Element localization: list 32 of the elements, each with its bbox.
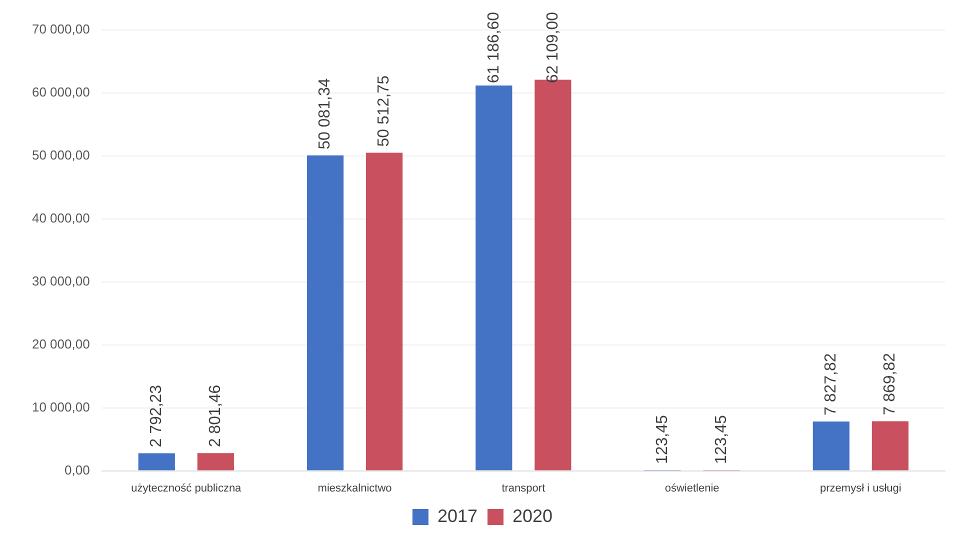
y-tick-label: 40 000,00 [32,210,90,226]
bar [872,421,908,470]
bar [306,155,344,470]
bar [138,453,175,470]
y-tick-label: 60 000,00 [32,84,90,100]
data-label: 2 792,23 [148,384,166,448]
bar [812,422,850,470]
data-label: 123,45 [654,414,671,464]
x-tick-label: transport [502,482,546,494]
data-label: 50 081,34 [316,78,334,150]
data-label: 7 827,82 [822,353,840,416]
bar [366,152,403,470]
bar [476,86,512,470]
x-tick-label: mieszkalnictwo [318,482,392,494]
y-tick-label: 0,00 [64,462,90,478]
data-label: 62 109,00 [544,12,562,84]
bar [197,453,234,470]
y-tick-label: 30 000,00 [32,273,90,288]
x-tick-label: użyteczność publiczna [131,482,242,494]
data-label: 50 512,75 [376,75,393,147]
data-label: 61 186,60 [485,12,502,84]
y-tick-label: 50 000,00 [32,148,90,163]
y-tick-label: 70 000,00 [32,22,90,37]
data-label: 2 801,46 [207,384,224,448]
data-label: 123,45 [712,414,730,464]
x-tick-label: oświetlenie [664,482,720,494]
y-tick-label: 20 000,00 [32,336,90,352]
data-label: 7 869,82 [882,352,899,416]
legend-label: 2020 [512,506,553,526]
y-tick-label: 10 000,00 [32,399,90,414]
legend-label: 2017 [437,506,478,526]
x-tick-label: przemysł i usługi [820,482,902,494]
